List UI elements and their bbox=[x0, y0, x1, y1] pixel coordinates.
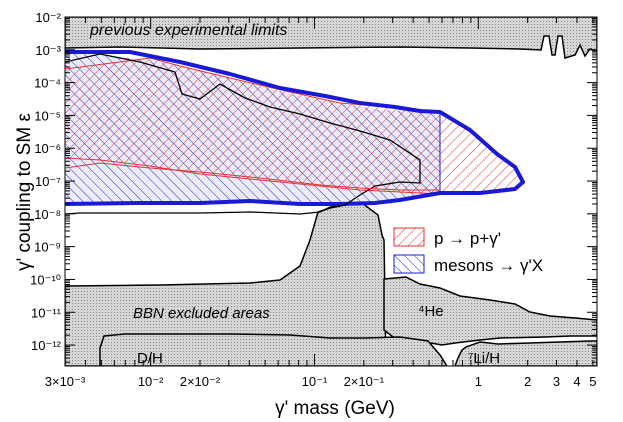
y-tick-label: 10⁻⁵ bbox=[34, 108, 61, 123]
annotation-bbn: BBN excluded areas bbox=[133, 305, 270, 322]
plot-frame bbox=[64, 16, 598, 367]
y-tick-label: 10⁻¹¹ bbox=[31, 305, 62, 320]
annotation-li7h: ⁷Li/H bbox=[468, 350, 500, 367]
legend: p → p+γ' mesons → γ'X bbox=[393, 227, 543, 275]
x-tick-label: 3 bbox=[553, 374, 560, 389]
region-previous-limits-upper bbox=[65, 17, 597, 59]
legend-label-p-brems: p → p+γ' bbox=[434, 229, 501, 248]
x-tick-label: 10⁻¹ bbox=[302, 374, 328, 389]
x-tick-label: 10⁻² bbox=[138, 374, 164, 389]
y-tick-label: 10⁻⁷ bbox=[35, 174, 61, 189]
x-tick-label: 4 bbox=[573, 374, 580, 389]
x-tick-label: 2×10⁻¹ bbox=[344, 374, 385, 389]
annotation-he4: ⁴He bbox=[418, 303, 444, 320]
legend-swatch-mesons bbox=[393, 254, 425, 274]
axis-ticks bbox=[64, 16, 597, 366]
legend-label-mesons: mesons → γ'X bbox=[434, 256, 543, 275]
y-tick-label: 10⁻⁶ bbox=[34, 141, 61, 156]
contour-black bbox=[65, 53, 421, 215]
y-tick-label: 10⁻³ bbox=[35, 43, 61, 58]
contour-red bbox=[65, 162, 440, 191]
y-axis-tick-labels: 10⁻² 10⁻³ 10⁻⁴ 10⁻⁵ 10⁻⁶ 10⁻⁷ 10⁻⁸ 10⁻⁹ 10⁻¹⁰ 10⁻… bbox=[30, 10, 62, 353]
x-tick-label: 5 bbox=[589, 374, 596, 389]
x-tick-label: 1 bbox=[475, 374, 482, 389]
legend-swatch-p-brems bbox=[393, 227, 425, 247]
x-axis-tick-labels: 3×10⁻³ 10⁻² 2×10⁻² 10⁻¹ 2×10⁻¹ 1 2 3 4 5 bbox=[45, 374, 597, 389]
y-tick-label: 10⁻⁸ bbox=[34, 207, 61, 222]
mesons-boundary bbox=[65, 50, 525, 206]
x-axis-title: γ' mass (GeV) bbox=[275, 398, 395, 419]
y-tick-label: 10⁻² bbox=[35, 10, 61, 25]
x-tick-label: 3×10⁻³ bbox=[45, 374, 86, 389]
y-tick-label: 10⁻¹⁰ bbox=[30, 272, 61, 287]
y-tick-label: 10⁻⁴ bbox=[34, 76, 61, 91]
y-tick-label: 10⁻¹² bbox=[31, 338, 62, 353]
x-tick-label: 2 bbox=[524, 374, 531, 389]
y-tick-label: 10⁻⁹ bbox=[34, 240, 61, 255]
annotation-previous-limits: previous experimental limits bbox=[89, 22, 287, 39]
region-bbn-li7h bbox=[454, 340, 597, 366]
x-tick-label: 2×10⁻² bbox=[180, 374, 221, 389]
region-bbn-dh bbox=[99, 333, 448, 366]
y-axis-title: γ' coupling to SM ε bbox=[14, 113, 35, 271]
annotation-dh: D/H bbox=[137, 350, 163, 367]
